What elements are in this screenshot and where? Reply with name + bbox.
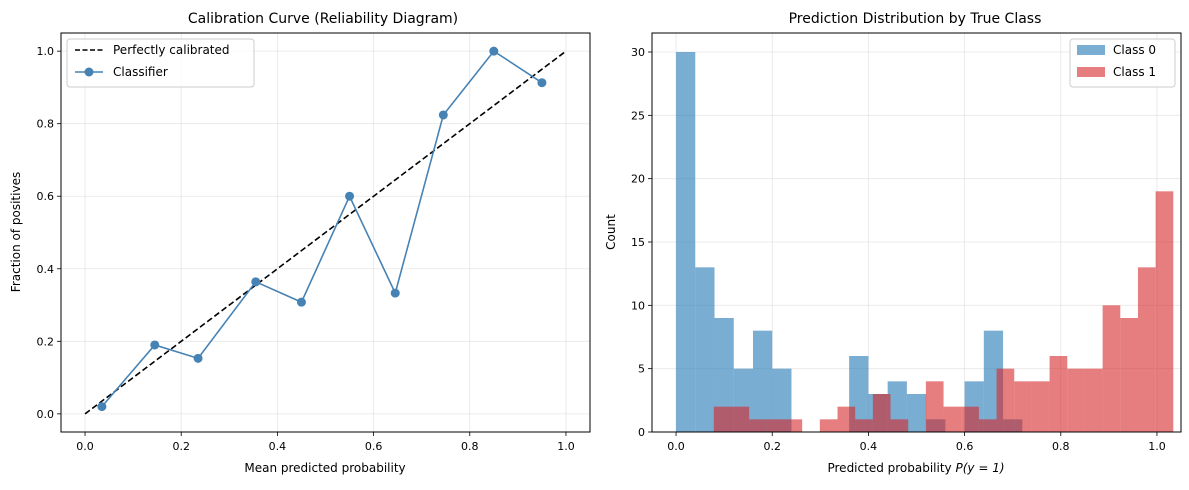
x-tick-label: 1.0 [557,440,575,453]
legend: Perfectly calibrated Classifier [66,38,255,88]
histogram-bar-class-0 [906,394,927,432]
perfectly-calibrated-line [84,50,567,415]
legend-label-perfect: Perfectly calibrated [113,43,230,57]
classifier-point [345,191,355,201]
classifier-point [489,46,499,56]
classifier-line [101,50,543,408]
y-tick-label: 0.2 [37,335,55,348]
histogram-bar-class-1 [1014,381,1032,432]
histogram-bar-class-1 [943,406,962,432]
x-tick-label: 0.0 [76,440,94,453]
histogram-bar-class-1 [766,419,785,432]
x-tick-label: 0.8 [1052,440,1070,453]
histogram-bar-class-1 [784,419,803,432]
legend-key-class-1 [1077,67,1105,77]
histogram-bar-class-0 [676,52,696,432]
histogram-bar-class-1 [837,406,856,432]
y-tick-label: 20 [631,173,645,186]
histogram-bar-class-1 [1137,267,1156,432]
bars-group [676,52,1174,432]
y-tick-label: 0.4 [37,263,55,276]
histogram-bar-class-1 [1049,356,1068,432]
x-axis: 0.0 0.2 0.4 0.6 0.8 1.0 [76,432,575,453]
y-tick-label: 1.0 [37,45,55,58]
y-tick-label: 10 [631,299,645,312]
legend-box [66,38,255,88]
x-tick-label: 0.2 [172,440,190,453]
classifier-point [251,277,261,287]
histogram-bar-class-1 [1031,381,1050,432]
histogram-bar-class-0 [695,267,715,432]
legend-label-class-1: Class 1 [1113,65,1156,79]
x-tick-label: 0.0 [667,440,685,453]
legend-marker-classifier [84,67,94,77]
histogram-bar-class-1 [1120,318,1138,432]
y-tick-label: 0 [638,426,645,439]
histogram-bar-class-1 [819,419,838,432]
x-axis-label: Mean predicted probability [244,461,405,475]
y-tick-label: 0.8 [37,118,55,131]
histogram-bar-class-1 [731,406,750,432]
histogram-bar-class-1 [1155,191,1174,432]
legend: Class 0 Class 1 [1069,38,1176,88]
histogram-bar-class-1 [996,368,1015,432]
histogram-chart: Prediction Distribution by True Class 0.… [604,11,1182,475]
x-axis-label-prefix: Predicted probability [827,461,955,475]
y-tick-label: 0.0 [37,408,55,421]
classifier-point [296,297,306,307]
classifier-point [193,353,203,363]
legend-label-classifier: Classifier [113,65,168,79]
y-tick-label: 0.6 [37,190,55,203]
classifier-point [537,78,547,88]
y-tick-label: 5 [638,363,645,376]
y-axis-label: Count [604,214,618,250]
histogram-bar-class-0 [752,330,773,432]
y-tick-label: 25 [631,109,645,122]
histogram-bar-class-1 [872,394,891,432]
x-tick-label: 0.2 [763,440,781,453]
x-tick-label: 0.8 [461,440,479,453]
x-tick-label: 0.6 [365,440,383,453]
y-tick-label: 15 [631,236,645,249]
histogram-bar-class-1 [1067,368,1085,432]
histogram-bar-class-0 [714,318,734,432]
series-group [84,46,567,415]
y-tick-label: 30 [631,46,645,59]
grid [61,33,590,432]
x-tick-label: 1.0 [1148,440,1166,453]
x-tick-label: 0.6 [956,440,974,453]
legend-key-class-0 [1077,45,1105,55]
histogram-bar-class-1 [749,419,767,432]
y-axis: 0 5 10 15 20 25 30 [631,46,652,439]
y-axis: 0.0 0.2 0.4 0.6 0.8 1.0 [37,45,61,421]
histogram-bar-class-1 [978,419,997,432]
axes-frame [651,32,1182,433]
x-tick-label: 0.4 [269,440,287,453]
axes-frame [60,32,591,433]
y-axis-label: Fraction of positives [9,172,23,292]
histogram-bar-class-1 [1084,368,1103,432]
x-axis: 0.0 0.2 0.4 0.6 0.8 1.0 [667,432,1166,453]
histogram-bar-class-1 [855,419,873,432]
histogram-bar-class-0 [772,368,792,432]
chart-title: Calibration Curve (Reliability Diagram) [188,11,458,27]
calibration-chart: Calibration Curve (Reliability Diagram) … [9,11,591,475]
legend-label-class-0: Class 0 [1113,43,1156,57]
classifier-point [97,402,107,412]
x-axis-label: Predicted probability P(y = 1) [827,461,1004,475]
histogram-bar-class-1 [1102,305,1121,432]
classifier-point [390,288,400,298]
histogram-bar-class-1 [890,419,909,432]
chart-title: Prediction Distribution by True Class [789,11,1042,27]
histogram-bar-class-1 [961,406,979,432]
x-tick-label: 0.4 [860,440,878,453]
histogram-bar-class-1 [713,406,732,432]
histogram-bar-class-1 [925,381,944,432]
classifier-point [438,110,448,120]
x-axis-label-variable: P(y = 1) [955,461,1004,475]
classifier-point [150,340,160,350]
